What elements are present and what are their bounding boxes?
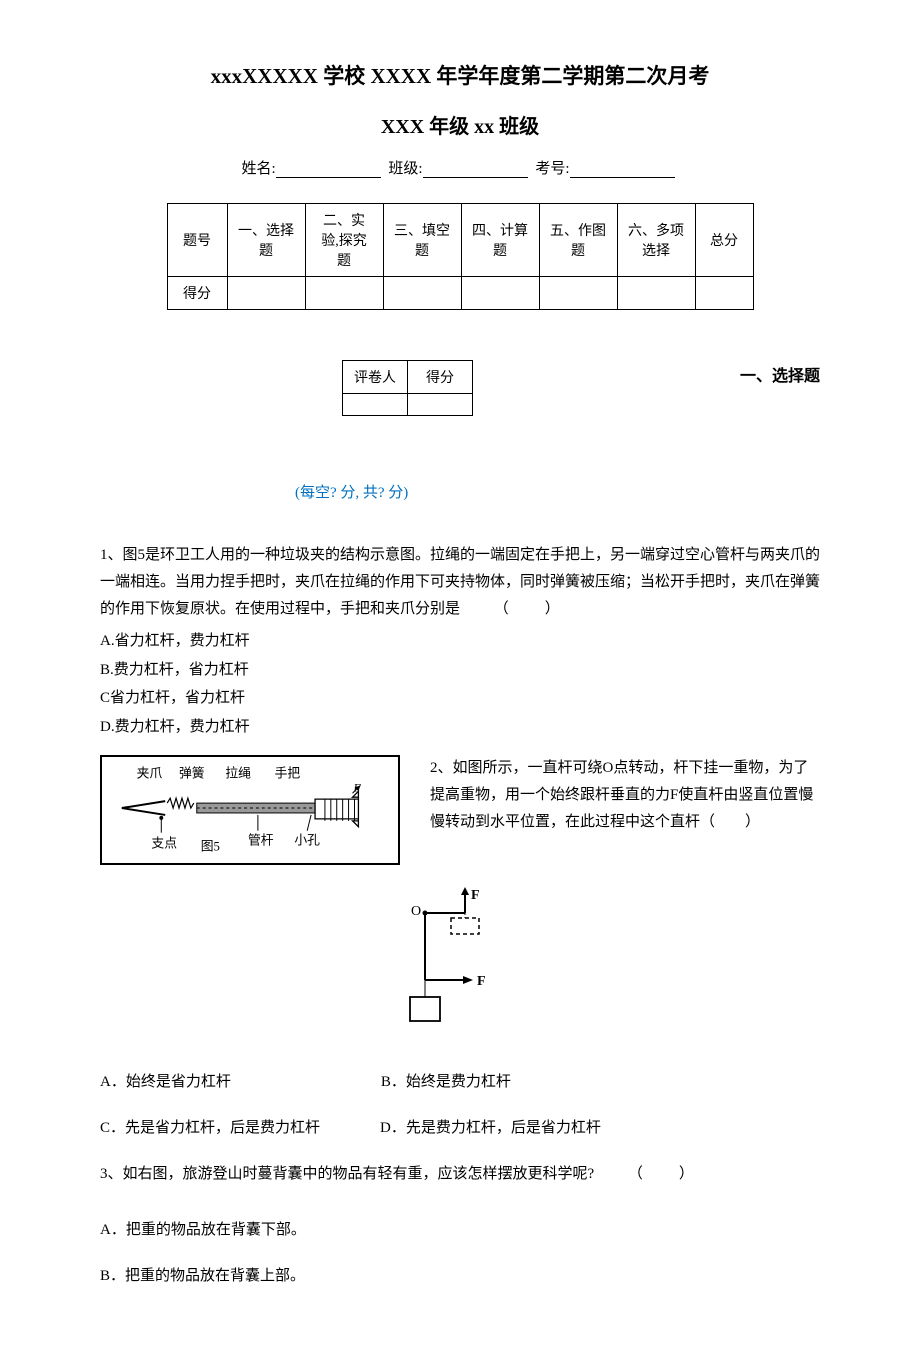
exam-no-label: 考号: (535, 161, 569, 177)
score-cell[interactable] (539, 277, 617, 310)
row-label: 题号 (167, 204, 227, 277)
option-a: A.省力杠杆，费力杠杆 (100, 627, 820, 656)
sub-title: XXX 年级 xx 班级 (100, 110, 820, 139)
score-cell[interactable] (695, 277, 753, 310)
main-title: xxxXXXXX 学校 XXXX 年学年度第二学期第二次月考 (100, 60, 820, 90)
svg-text:小孔: 小孔 (294, 834, 320, 848)
question-3: 3、如右图，旅游登山时蔓背囊中的物品有轻有重，应该怎样摆放更科学呢? （ ） (100, 1162, 820, 1183)
score-cell[interactable] (383, 277, 461, 310)
col-header: 总分 (695, 204, 753, 277)
option-d: D.费力杠杆，费力杠杆 (100, 713, 820, 742)
q3-option-a: A．把重的物品放在背囊下部。 (100, 1218, 820, 1239)
q2-option-b: B．始终是费力杠杆 (381, 1070, 511, 1091)
q2-option-c: C．先是省力杠杆，后是费力杠杆 (100, 1116, 320, 1137)
class-blank[interactable] (423, 164, 528, 178)
svg-text:手把: 手把 (275, 766, 301, 780)
section-heading-row: 评卷人 得分 一、选择题 (100, 360, 820, 466)
name-label: 姓名: (241, 161, 275, 177)
q2-option-a: A．始终是省力杠杆 (100, 1070, 231, 1091)
col-header: 六、多项选择 (617, 204, 695, 277)
answer-paren[interactable]: （ ） (494, 596, 562, 623)
option-b: B.费力杠杆，省力杠杆 (100, 656, 820, 685)
grader-header: 评卷人 (342, 361, 407, 394)
exam-no-blank[interactable] (570, 164, 675, 178)
score-cell[interactable] (407, 394, 472, 416)
col-header: 一、选择题 (227, 204, 305, 277)
question-1: 1、图5是环卫工人用的一种垃圾夹的结构示意图。拉绳的一端固定在手把上，另一端穿过… (100, 542, 820, 741)
svg-text:拉绳: 拉绳 (225, 766, 251, 780)
svg-text:夹爪: 夹爪 (137, 766, 163, 780)
section-title: 一、选择题 (740, 360, 820, 386)
score-cell[interactable] (227, 277, 305, 310)
col-header: 四、计算题 (461, 204, 539, 277)
svg-text:管杆: 管杆 (248, 834, 274, 848)
answer-paren[interactable]: （ ） (628, 1162, 696, 1183)
section-points: (每空? 分, 共? 分) (295, 481, 820, 502)
q1-text: 1、图5是环卫工人用的一种垃圾夹的结构示意图。拉绳的一端固定在手把上，另一端穿过… (100, 547, 820, 617)
row-label: 得分 (167, 277, 227, 310)
svg-text:F: F (477, 974, 486, 989)
svg-text:弹簧: 弹簧 (179, 765, 205, 780)
q2-diagram: O F F (100, 885, 820, 1040)
score-header: 得分 (407, 361, 472, 394)
grader-cell[interactable] (342, 394, 407, 416)
q3-option-b: B．把重的物品放在背囊上部。 (100, 1264, 820, 1285)
q1-diagram: 夹爪 弹簧 拉绳 手把 F 支点 图5 管杆 小孔 (100, 755, 400, 865)
student-info-line: 姓名: 班级: 考号: (100, 157, 820, 178)
q2-text: 2、如图所示，一直杆可绕O点转动，杆下挂一重物，为了提高重物，用一个始终跟杆垂直… (430, 755, 820, 836)
class-label: 班级: (388, 161, 422, 177)
col-header: 三、填空题 (383, 204, 461, 277)
svg-text:支点: 支点 (151, 836, 177, 850)
col-header: 二、实验,探究题 (305, 204, 383, 277)
q3-text: 3、如右图，旅游登山时蔓背囊中的物品有轻有重，应该怎样摆放更科学呢? (100, 1166, 594, 1182)
svg-text:F: F (471, 888, 480, 903)
score-cell[interactable] (305, 277, 383, 310)
score-table: 题号 一、选择题 二、实验,探究题 三、填空题 四、计算题 五、作图题 六、多项… (167, 203, 754, 310)
grader-table: 评卷人 得分 (342, 360, 473, 416)
svg-text:O: O (411, 904, 421, 919)
col-header: 五、作图题 (539, 204, 617, 277)
option-c: C省力杠杆，省力杠杆 (100, 684, 820, 713)
score-cell[interactable] (617, 277, 695, 310)
name-blank[interactable] (276, 164, 381, 178)
score-cell[interactable] (461, 277, 539, 310)
q2-option-d: D．先是费力杠杆，后是省力杠杆 (380, 1116, 601, 1137)
svg-text:图5: 图5 (201, 839, 220, 853)
